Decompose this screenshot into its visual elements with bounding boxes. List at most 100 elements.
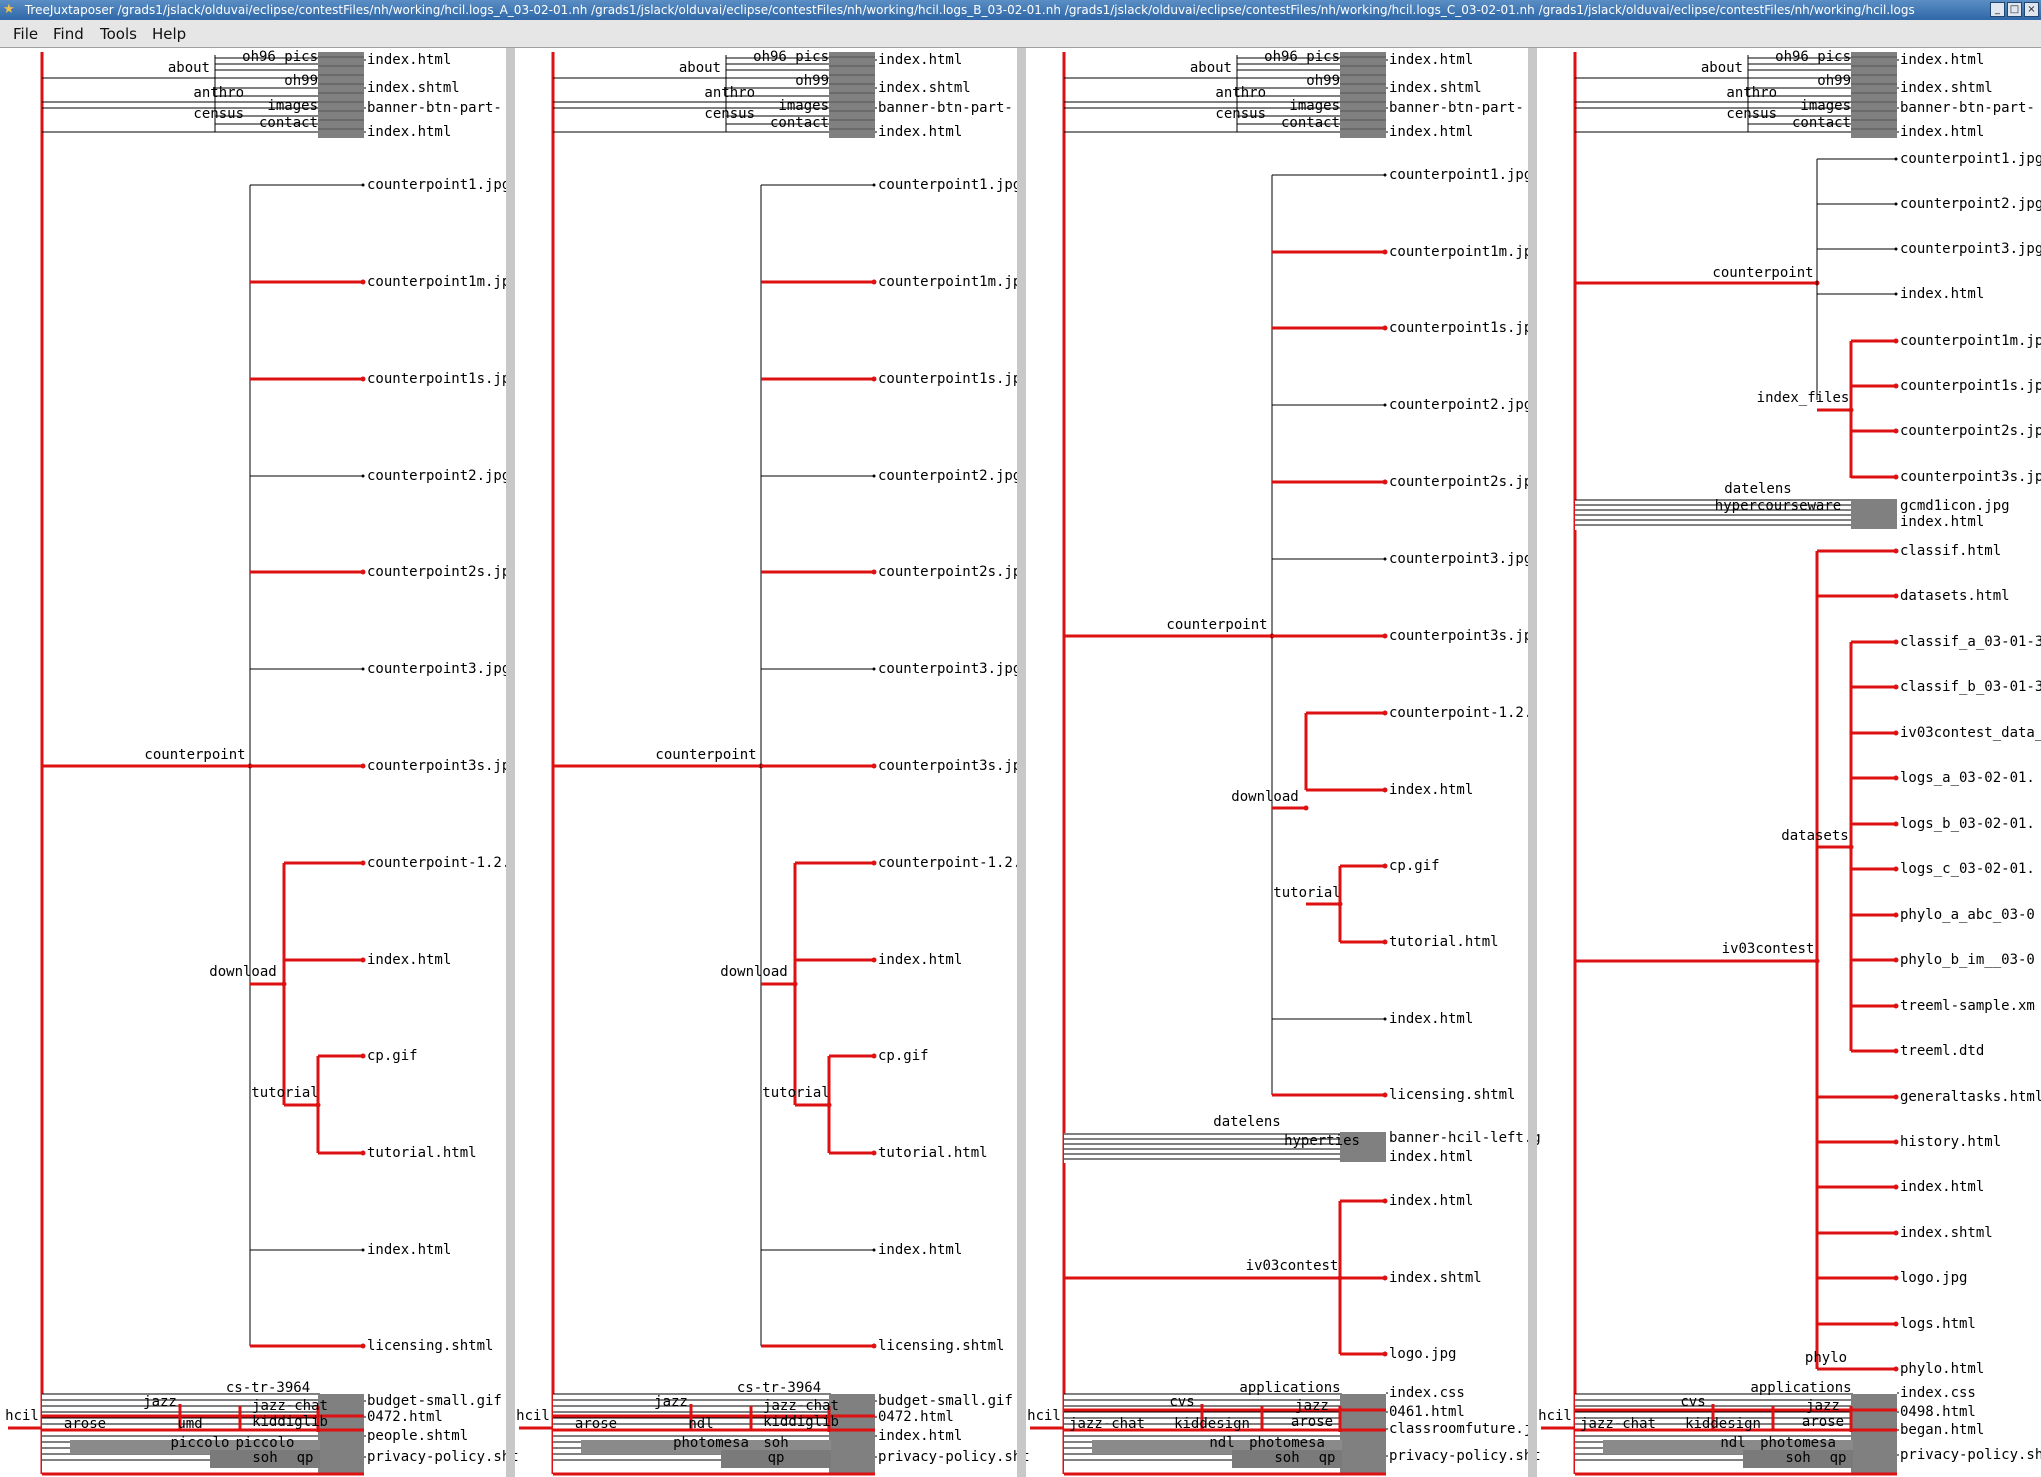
tree-viewport[interactable]: about oh96_pics oh99 anthro images census cont… <box>0 48 2041 1477</box>
dense-stripe <box>829 101 875 103</box>
leaf-label: phylo.html <box>1900 1361 1984 1377</box>
node-label: soh <box>1785 1450 1810 1466</box>
node-label: iv03contest <box>1246 1258 1339 1274</box>
menu-bar: File Find Tools Help <box>0 20 2041 48</box>
dense-stripe <box>829 92 875 94</box>
node-label: jazz <box>1806 1398 1840 1414</box>
tree-node <box>1382 710 1388 716</box>
leaf-label: index.shtml <box>1900 1225 1993 1241</box>
tree-node <box>1893 593 1899 599</box>
panel-splitter-1[interactable] <box>506 48 515 1477</box>
dense-stripe <box>829 74 875 76</box>
root-label: hcil <box>5 1408 39 1424</box>
tree-node <box>360 279 366 285</box>
node-label: census <box>704 106 755 122</box>
node-label: about <box>679 60 721 76</box>
dense-region <box>1232 1450 1342 1468</box>
leaf-label: index.html <box>878 124 962 140</box>
leaf-label: counterpoint1m.jp <box>1900 333 2041 349</box>
node-label: qp <box>768 1450 785 1466</box>
node-label: oh99 <box>795 73 829 89</box>
leaf-label: tutorial.html <box>1389 934 1499 950</box>
node-label: download <box>209 964 276 980</box>
node-label: images <box>1800 98 1851 114</box>
node-label: qp <box>297 1450 314 1466</box>
node-label: applications <box>1750 1380 1851 1396</box>
node-label: oh99 <box>284 73 318 89</box>
leaf-label: classroomfuture.j <box>1389 1421 1532 1437</box>
window-titlebar[interactable]: ★ TreeJuxtaposer /grads1/jslack/olduvai/… <box>0 0 2041 20</box>
tree-node <box>1893 428 1899 434</box>
leaf-label: tutorial.html <box>367 1145 477 1161</box>
dense-stripe <box>1851 119 1897 121</box>
node-label: contact <box>259 115 318 131</box>
tree-node <box>1383 1017 1387 1021</box>
dense-stripe <box>1851 56 1897 58</box>
leaf-label: index.html <box>878 1242 962 1258</box>
minimize-icon[interactable]: _ <box>1990 2 2005 17</box>
leaf-label: index.html <box>1900 52 1984 68</box>
tree-node <box>871 569 877 575</box>
menu-find[interactable]: Find <box>53 25 84 43</box>
root-label: hcil <box>516 1408 550 1424</box>
leaf-label: budget-small.gif <box>367 1393 502 1409</box>
leaf-label: treeml.dtd <box>1900 1043 1984 1059</box>
leaf-label: counterpoint2s.jp <box>367 564 510 580</box>
leaf-label: 0461.html <box>1389 1404 1465 1420</box>
node-label: jazz-chat <box>252 1398 328 1414</box>
node-label: datelens <box>1724 481 1791 497</box>
panel-splitter-3[interactable] <box>1528 48 1537 1477</box>
focus-node-label: counterpoint <box>1712 265 1813 281</box>
node-label: oh96_pics <box>753 49 829 65</box>
maximize-icon[interactable]: □ <box>2007 2 2022 17</box>
tree-node <box>871 376 877 382</box>
tree-node <box>360 1343 366 1349</box>
node-label: kiddiglib <box>763 1414 839 1430</box>
node-label: jazz-chat <box>763 1398 839 1414</box>
leaf-label: cp.gif <box>878 1048 929 1064</box>
dense-region <box>1743 1450 1853 1468</box>
leaf-label: 0472.html <box>367 1409 443 1425</box>
leaf-label: licensing.shtml <box>367 1338 493 1354</box>
menu-help[interactable]: Help <box>152 25 187 43</box>
leaf-label: 0472.html <box>878 1409 954 1425</box>
node-label: jazz <box>654 1394 688 1410</box>
tree-node <box>1893 639 1899 645</box>
tree-node <box>1382 1275 1388 1281</box>
root-label: hcil <box>1538 1408 1572 1424</box>
leaf-label: index.html <box>367 52 451 68</box>
node-label: jazz <box>1295 1398 1329 1414</box>
leaf-label: banner-btn-part- <box>367 100 502 116</box>
tree-node <box>1382 633 1388 639</box>
leaf-label: logs_a_03-02-01. <box>1900 770 2035 786</box>
tree-node <box>1893 1139 1899 1145</box>
leaf-label: index.shtml <box>1900 80 1993 96</box>
node-label: images <box>1289 98 1340 114</box>
tree-node <box>1382 249 1388 255</box>
node-label: arose <box>1802 1414 1844 1430</box>
leaf-label: banner-btn-part- <box>878 100 1013 116</box>
leaf-label: counterpoint1.jpg <box>1900 151 2041 167</box>
node-label: arose <box>1291 1414 1333 1430</box>
tree-node <box>1383 173 1387 177</box>
tree-canvas[interactable]: about oh96_pics oh99 anthro images census cont… <box>0 48 2041 1477</box>
panel-splitter-2[interactable] <box>1017 48 1026 1477</box>
node-label: oh99 <box>1306 73 1340 89</box>
menu-tools[interactable]: Tools <box>100 25 137 43</box>
leaf-label: index.html <box>878 1428 962 1444</box>
tree-node <box>1303 805 1309 811</box>
tree-node <box>1894 157 1898 161</box>
tree-node <box>872 667 876 671</box>
tree-node <box>871 1150 877 1156</box>
menu-file[interactable]: File <box>13 25 39 43</box>
dense-stripe <box>829 119 875 121</box>
leaf-label: counterpoint1m.jp <box>1389 244 1532 260</box>
dense-region <box>1851 1394 1897 1474</box>
dense-stripe <box>318 110 364 112</box>
node-label: about <box>1701 60 1743 76</box>
dense-stripe <box>318 101 364 103</box>
close-icon[interactable]: × <box>2024 2 2039 17</box>
node-label: cvs <box>1169 1394 1194 1410</box>
window-title: TreeJuxtaposer /grads1/jslack/olduvai/ec… <box>24 3 1915 17</box>
dense-stripe <box>1340 119 1386 121</box>
